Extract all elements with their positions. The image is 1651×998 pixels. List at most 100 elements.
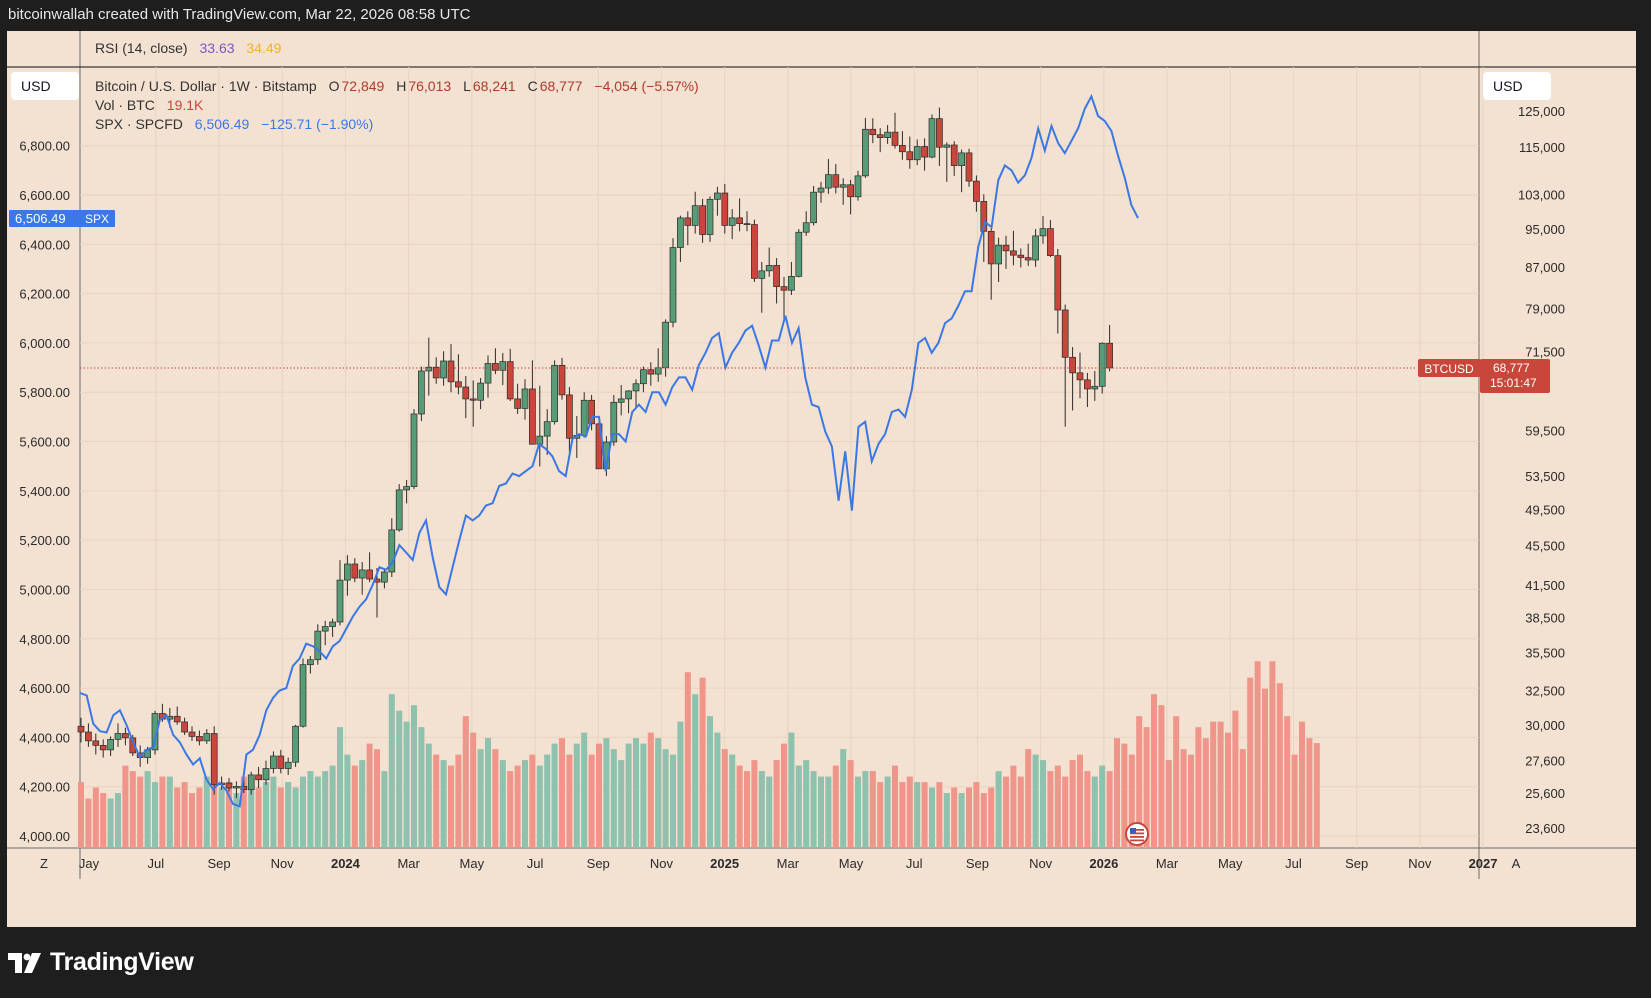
spx-legend: SPX · SPCFD 6,506.49 −125.71 (−1.90%): [95, 116, 375, 132]
spx-line: [79, 93, 1139, 808]
btc-high-label: H: [396, 78, 407, 94]
volume-bar: [1062, 776, 1069, 848]
candle-body: [358, 569, 366, 579]
candle-body: [647, 369, 655, 375]
candle-body: [973, 180, 980, 202]
volume-bar: [980, 793, 987, 848]
left-tick-label: 4,200.00: [19, 780, 70, 795]
candle-body: [344, 563, 351, 581]
right-tick-label: 71,500: [1525, 344, 1565, 359]
btc-marker-value: 68,777: [1493, 361, 1530, 375]
volume-bar: [988, 787, 995, 848]
candle-body: [751, 224, 758, 279]
candle-body: [677, 217, 684, 248]
volume-bar: [781, 743, 787, 848]
volume-bar: [85, 798, 92, 848]
volume-bar: [448, 765, 454, 848]
candle-body: [181, 721, 188, 733]
volume-bar: [1195, 727, 1202, 848]
volume-bar: [1202, 738, 1209, 848]
left-tick-label: 5,200.00: [19, 533, 70, 548]
candle-body: [891, 131, 899, 146]
candle-body: [758, 270, 766, 279]
candle-body: [521, 388, 529, 409]
volume-bar: [359, 760, 366, 848]
axis-layer: 4,000.00 4,200.00 4,400.00 4,600.00 4,800.00…: [19, 104, 1565, 871]
volume-bar: [1225, 732, 1231, 848]
candle-body: [1039, 228, 1047, 237]
candle-layer: [77, 107, 1113, 799]
chart-caption: bitcoinwallah created with TradingView.c…: [8, 6, 471, 23]
volume-bar: [1188, 754, 1194, 848]
candle-body: [987, 230, 995, 265]
candle-body: [832, 174, 840, 188]
auto-scale-button[interactable]: A: [1512, 856, 1521, 871]
zoom-button[interactable]: Z: [40, 856, 48, 871]
volume-bar: [736, 765, 743, 848]
candle-body: [336, 579, 344, 623]
candle-body: [780, 286, 788, 291]
volume-bar: [270, 776, 277, 848]
left-currency-button[interactable]: USD: [11, 72, 79, 100]
volume-bar: [729, 754, 736, 848]
candle-body: [499, 361, 507, 371]
left-tick-label: 6,400.00: [19, 237, 70, 252]
volume-bar: [1099, 765, 1106, 848]
volume-bar: [203, 776, 210, 848]
candle-body: [1032, 235, 1039, 261]
volume-bar: [277, 787, 284, 848]
volume-bar: [263, 782, 269, 848]
volume-bar: [1210, 721, 1217, 848]
tradingview-logo[interactable]: TradingView: [8, 948, 194, 977]
volume-legend-name: Vol · BTC: [95, 97, 155, 113]
volume-bar: [462, 716, 469, 848]
volume-bar: [943, 793, 950, 848]
spx-price-marker: [9, 210, 115, 228]
btc-label-tag: [1418, 358, 1481, 377]
candle-body: [847, 184, 854, 198]
volume-bar: [1284, 716, 1291, 848]
candle-body: [980, 201, 988, 232]
candle-body: [240, 785, 248, 791]
btc-open-value: 72,849: [341, 78, 385, 94]
right-currency-button[interactable]: USD: [1483, 72, 1551, 100]
candle-body: [514, 398, 521, 409]
candle-body: [869, 128, 877, 136]
candle-body: [936, 118, 943, 148]
rsi-label: RSI (14, close): [95, 40, 188, 56]
volume-bar: [522, 760, 528, 848]
volume-bar: [877, 782, 884, 848]
volume-bar: [573, 743, 580, 848]
btc-open-label: O: [328, 78, 340, 94]
volume-bar: [966, 787, 972, 848]
right-tick-label: 103,000: [1518, 187, 1565, 202]
volume-bar: [307, 771, 314, 848]
volume-bar: [1262, 688, 1268, 848]
right-tick-label: 95,000: [1525, 222, 1565, 237]
left-tick-label: 4,600.00: [19, 681, 70, 696]
time-tick-label: Sep: [1345, 856, 1368, 871]
btc-change: −4,054 (−5.57%): [594, 78, 699, 94]
volume-bar: [766, 776, 773, 848]
volume-bar: [411, 705, 417, 848]
left-tick-label: 4,400.00: [19, 730, 70, 745]
volume-bar: [803, 760, 810, 848]
volume-bar: [477, 749, 484, 848]
left-tick-label: 5,400.00: [19, 484, 70, 499]
candle-body: [854, 175, 862, 198]
volume-bar: [440, 760, 447, 848]
candle-body: [114, 733, 122, 740]
btc-marker-label: BTCUSD: [1424, 362, 1474, 376]
tradingview-logo-text: TradingView: [50, 948, 194, 976]
chart-canvas[interactable]: 4,000.00 4,200.00 4,400.00 4,600.00 4,800.00…: [7, 31, 1636, 927]
right-tick-label: 45,500: [1525, 539, 1565, 554]
time-tick-label: Jul: [148, 856, 165, 871]
candle-body: [329, 621, 336, 627]
time-tick-label: Sep: [587, 856, 610, 871]
time-tick-label: Sep: [966, 856, 989, 871]
volume-bar: [603, 738, 610, 848]
volume-bar: [662, 749, 669, 848]
left-tick-label: 4,800.00: [19, 632, 70, 647]
volume-bar: [795, 765, 802, 848]
volume-bar: [122, 765, 129, 848]
